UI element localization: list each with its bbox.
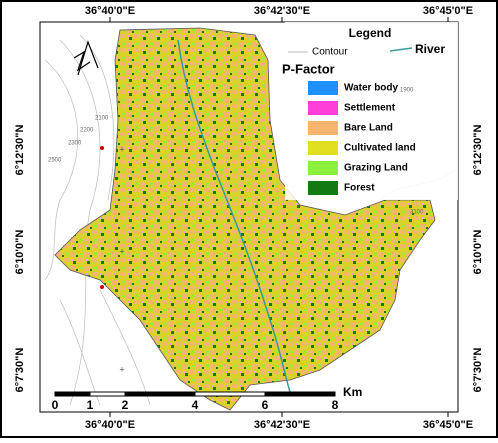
legend-swatch (308, 141, 338, 155)
top-coord-label: 36°40'0"E (85, 5, 135, 17)
left-coord-label: 6°7'30"N (14, 348, 26, 393)
contour-label: 2200 (80, 128, 94, 134)
tick-cross: + (119, 246, 124, 256)
point-marker (100, 285, 104, 289)
legend-label: Grazing Land (344, 163, 408, 174)
bottom-coord-label: 36°42'30"E (254, 419, 310, 431)
top-coord-label: 36°45'0"E (423, 5, 473, 17)
scale-label: 8 (332, 398, 339, 412)
scale-segment (124, 391, 196, 397)
legend-swatch (308, 161, 338, 175)
legend-swatch (308, 101, 338, 115)
left-coord-label: 6°12'30"N (14, 125, 26, 176)
legend-swatch (308, 121, 338, 135)
scale-segment (89, 391, 126, 397)
scale-bar: 0 1 2 4 6 8 Km (52, 385, 363, 412)
tick-cross: + (119, 364, 124, 374)
point-marker (100, 146, 104, 150)
legend-swatch (308, 181, 338, 195)
tick-cross: + (119, 144, 124, 154)
legend-label: Settlement (344, 103, 396, 114)
legend-title: Legend (349, 26, 392, 40)
river (177, 39, 291, 393)
bottom-coord-label: 36°40'0"E (85, 419, 135, 431)
legend-contour: Contour (312, 47, 348, 58)
contour-label: 1900 (400, 88, 414, 94)
contour-label: 2100 (95, 116, 109, 122)
scale-label: 6 (262, 398, 269, 412)
scale-label: 4 (192, 398, 199, 412)
scale-label: 2 (122, 398, 129, 412)
legend-subtitle: P-Factor (282, 61, 335, 76)
scale-label: 0 (52, 398, 59, 412)
contour-label: 2300 (68, 141, 82, 147)
north-arrow (73, 40, 99, 76)
scale-segment (54, 391, 91, 397)
right-coord-label: 6°7'30"N (472, 348, 484, 393)
top-coord-label: 36°42'30"E (254, 5, 310, 17)
legend-swatch (308, 81, 338, 95)
contour-label: 2500 (48, 158, 62, 164)
legend-label: Bare Land (344, 123, 393, 134)
legend-label: Water body (344, 83, 399, 94)
legend-label: Cultivated land (344, 143, 416, 154)
scale-unit: Km (343, 385, 362, 399)
legend-river: River (415, 42, 445, 56)
scale-segment (264, 391, 336, 397)
scale-segment (194, 391, 266, 397)
right-coord-label: 6°12'30"N (472, 125, 484, 176)
bottom-coord-label: 36°45'0"E (423, 419, 473, 431)
contour-label: 3100 (410, 210, 424, 216)
legend-label: Forest (344, 183, 375, 194)
left-coord-label: 6°10'0"N (14, 230, 26, 275)
river-swatch (389, 47, 413, 52)
scale-label: 1 (87, 398, 94, 412)
right-coord-label: 6°10'0"N (472, 230, 484, 275)
